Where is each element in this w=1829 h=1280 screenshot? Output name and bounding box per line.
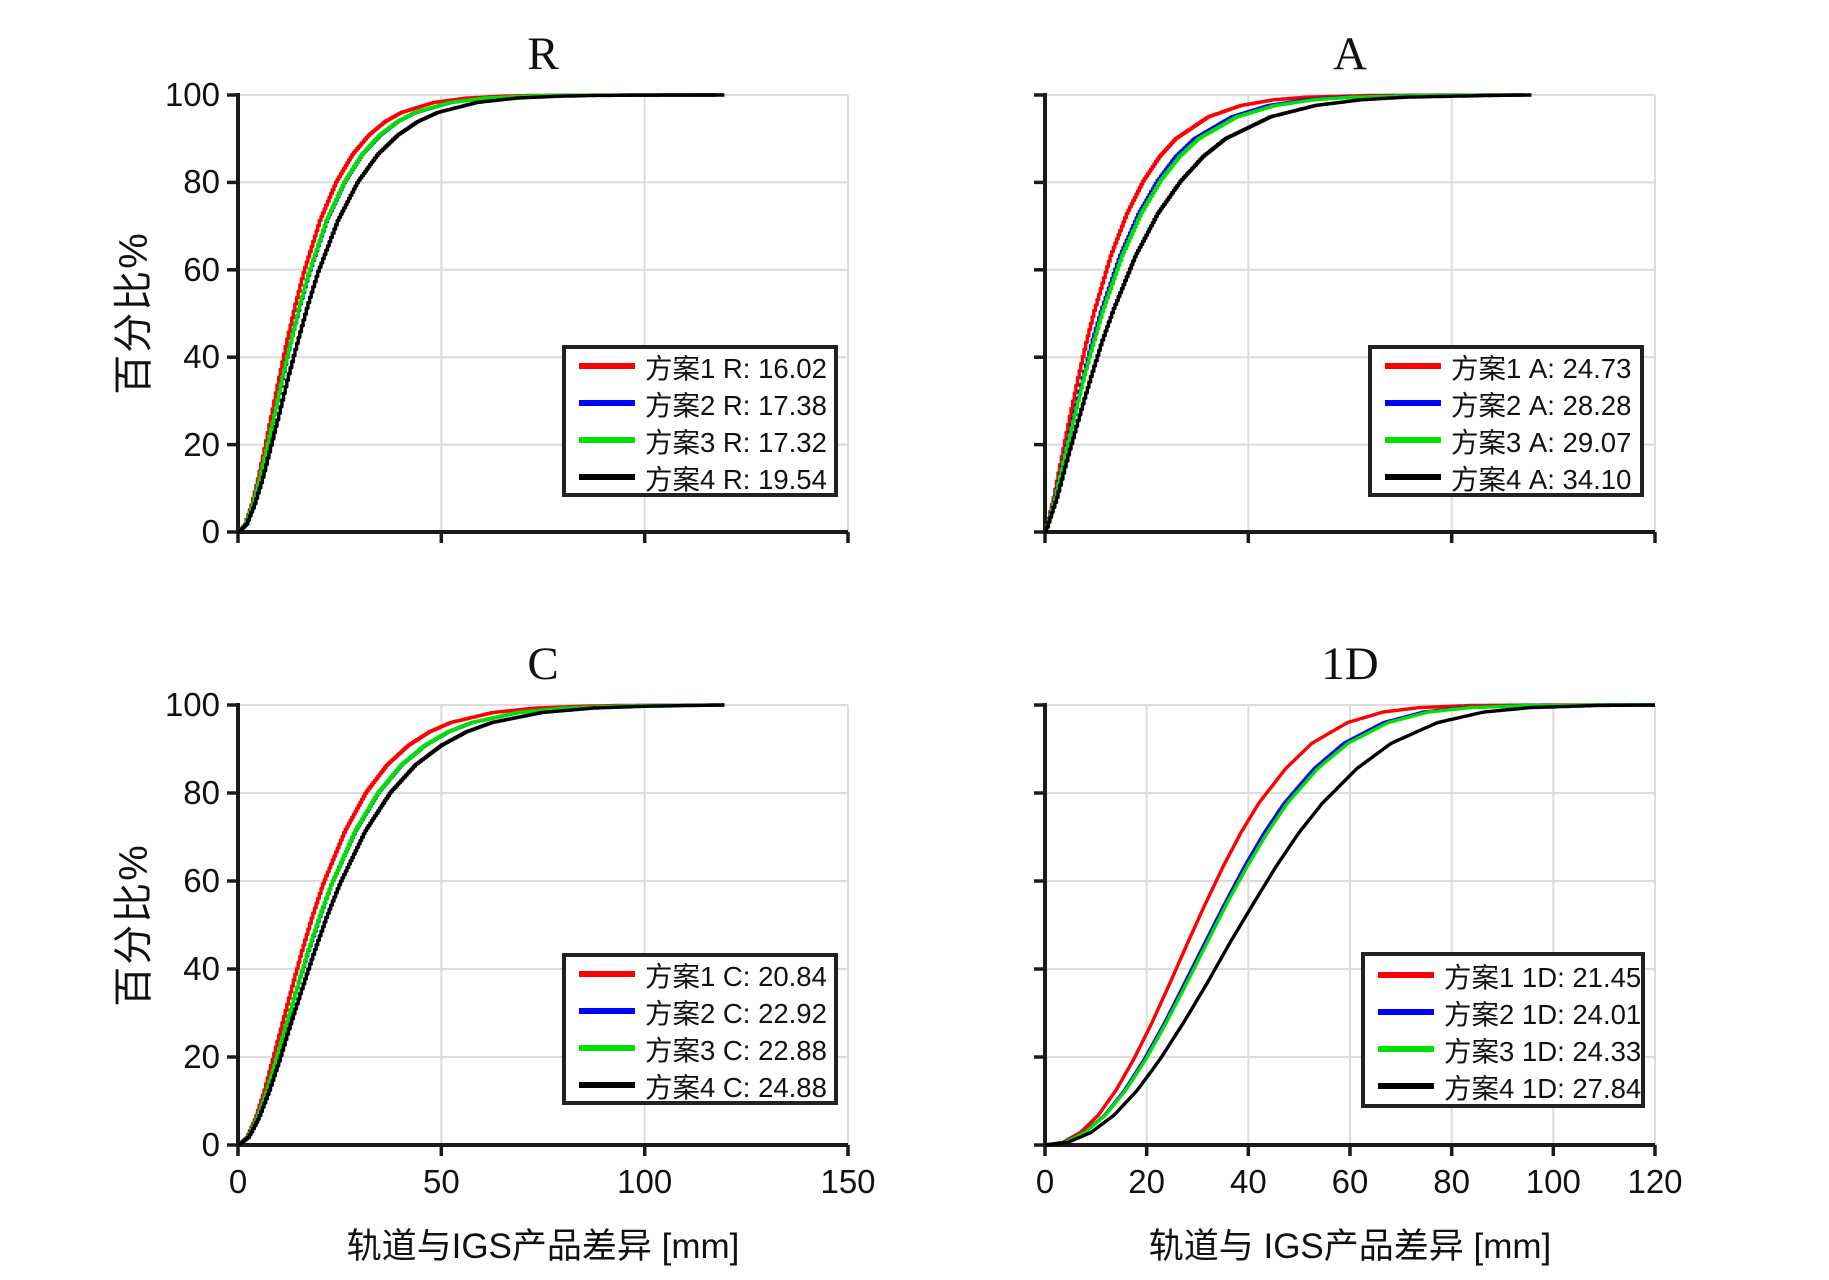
y-tick-label: 40 [183,338,220,376]
legend-entry: 方案1 C: 20.84 [566,955,834,992]
legend-label: 方案4 C: 24.88 [645,1071,827,1103]
x-tick-label: 100 [617,1163,673,1200]
legend-label: 方案3 A: 29.07 [1451,426,1632,458]
legend-entry: 方案3 1D: 24.33 [1365,1030,1641,1067]
cdf-curve-1D-方案4 [1044,703,1656,1147]
subplot-title-c: C [527,638,559,690]
legend-label: 方案4 1D: 27.84 [1444,1072,1642,1104]
cdf-curve-A-方案4 [1044,93,1532,534]
legend-label: 方案2 C: 22.92 [645,997,827,1029]
legend-entry: 方案3 A: 29.07 [1372,421,1640,458]
y-tick-label: 0 [201,1126,220,1163]
x-axis-label-right: 轨道与 IGS产品差异 [mm] [1148,1227,1552,1266]
legend-entry: 方案4 R: 19.54 [566,458,834,495]
legend-line-swatch [1385,436,1441,443]
legend-line-swatch [579,399,635,406]
legend-line-swatch [1385,362,1441,369]
legend-entry: 方案1 R: 16.02 [566,347,834,384]
legend-line-swatch [579,1044,635,1051]
legend-line-swatch [579,362,635,369]
y-tick-label: 20 [183,1038,220,1075]
x-tick-label: 120 [1627,1163,1683,1200]
legend-line-swatch [1385,399,1441,406]
legend-line-swatch [579,473,635,480]
x-tick-label: 20 [1128,1163,1166,1200]
legend-r: 方案1 R: 16.02 方案2 R: 17.38 方案3 R: 17.32 方案4 … [562,345,838,497]
legend-entry: 方案2 1D: 24.01 [1365,993,1641,1030]
legend-a: 方案1 A: 24.73 方案2 A: 28.28 方案3 A: 29.07 方案4 … [1368,345,1644,497]
legend-entry: 方案1 1D: 21.45 [1365,956,1641,993]
legend-label: 方案1 1D: 21.45 [1444,961,1642,993]
legend-label: 方案3 1D: 24.33 [1444,1035,1642,1067]
legend-entry: 方案2 R: 17.38 [566,384,834,421]
legend-line-swatch [579,1081,635,1088]
legend-entry: 方案2 C: 22.92 [566,992,834,1029]
x-tick-label: 40 [1229,1163,1267,1200]
cdf-curve-R-方案4 [237,93,725,534]
x-tick-label: 80 [1433,1163,1471,1200]
legend-line-swatch [1378,1008,1434,1015]
y-tick-label: 40 [183,950,220,987]
legend-line-swatch [579,1007,635,1014]
x-tick-label: 50 [422,1163,460,1200]
y-tick-label: 100 [164,76,220,113]
legend-entry: 方案4 1D: 27.84 [1365,1067,1641,1104]
legend-label: 方案3 R: 17.32 [645,426,827,458]
legend-entry: 方案2 A: 28.28 [1372,384,1640,421]
legend-entry: 方案3 R: 17.32 [566,421,834,458]
x-tick-label: 100 [1525,1163,1581,1200]
cdf-curve-C-方案4 [237,703,725,1147]
legend-line-swatch [579,436,635,443]
x-tick-label: 60 [1331,1163,1369,1200]
legend-1d: 方案1 1D: 21.45 方案2 1D: 24.01 方案3 1D: 24.33 方… [1361,952,1645,1108]
x-tick-label: 0 [1035,1163,1055,1200]
y-tick-label: 60 [183,250,220,288]
legend-line-swatch [1378,1045,1434,1052]
x-axis-label-left: 轨道与IGS产品差异 [mm] [346,1227,740,1266]
subplot-title-1d: 1D [1321,638,1379,690]
y-tick-label: 80 [183,774,220,811]
legend-line-swatch [579,970,635,977]
subplot-title-a: A [1333,28,1367,80]
legend-label: 方案4 R: 19.54 [645,463,827,495]
legend-entry: 方案4 C: 24.88 [566,1066,834,1103]
legend-line-swatch [1378,1082,1434,1089]
legend-line-swatch [1385,473,1441,480]
y-tick-label: 80 [183,163,220,201]
subplot-title-r: R [527,28,559,80]
legend-label: 方案2 R: 17.38 [645,389,827,421]
legend-label: 方案1 A: 24.73 [1451,352,1632,384]
legend-label: 方案1 C: 20.84 [645,960,827,992]
legend-line-swatch [1378,971,1434,978]
legend-entry: 方案1 A: 24.73 [1372,347,1640,384]
x-tick-label: 150 [820,1163,876,1200]
legend-label: 方案1 R: 16.02 [645,352,827,384]
y-tick-label: 100 [164,686,220,723]
legend-label: 方案3 C: 22.88 [645,1034,827,1066]
legend-entry: 方案3 C: 22.88 [566,1029,834,1066]
y-tick-label: 20 [183,425,220,463]
legend-label: 方案2 1D: 24.01 [1444,998,1642,1030]
y-tick-label: 0 [201,513,220,550]
legend-c: 方案1 C: 20.84 方案2 C: 22.92 方案3 C: 22.88 方案4 … [562,953,838,1105]
x-tick-label: 0 [228,1163,248,1200]
legend-label: 方案2 A: 28.28 [1451,389,1632,421]
y-tick-label: 60 [183,862,220,899]
legend-label: 方案4 A: 34.10 [1451,463,1632,495]
legend-entry: 方案4 A: 34.10 [1372,458,1640,495]
